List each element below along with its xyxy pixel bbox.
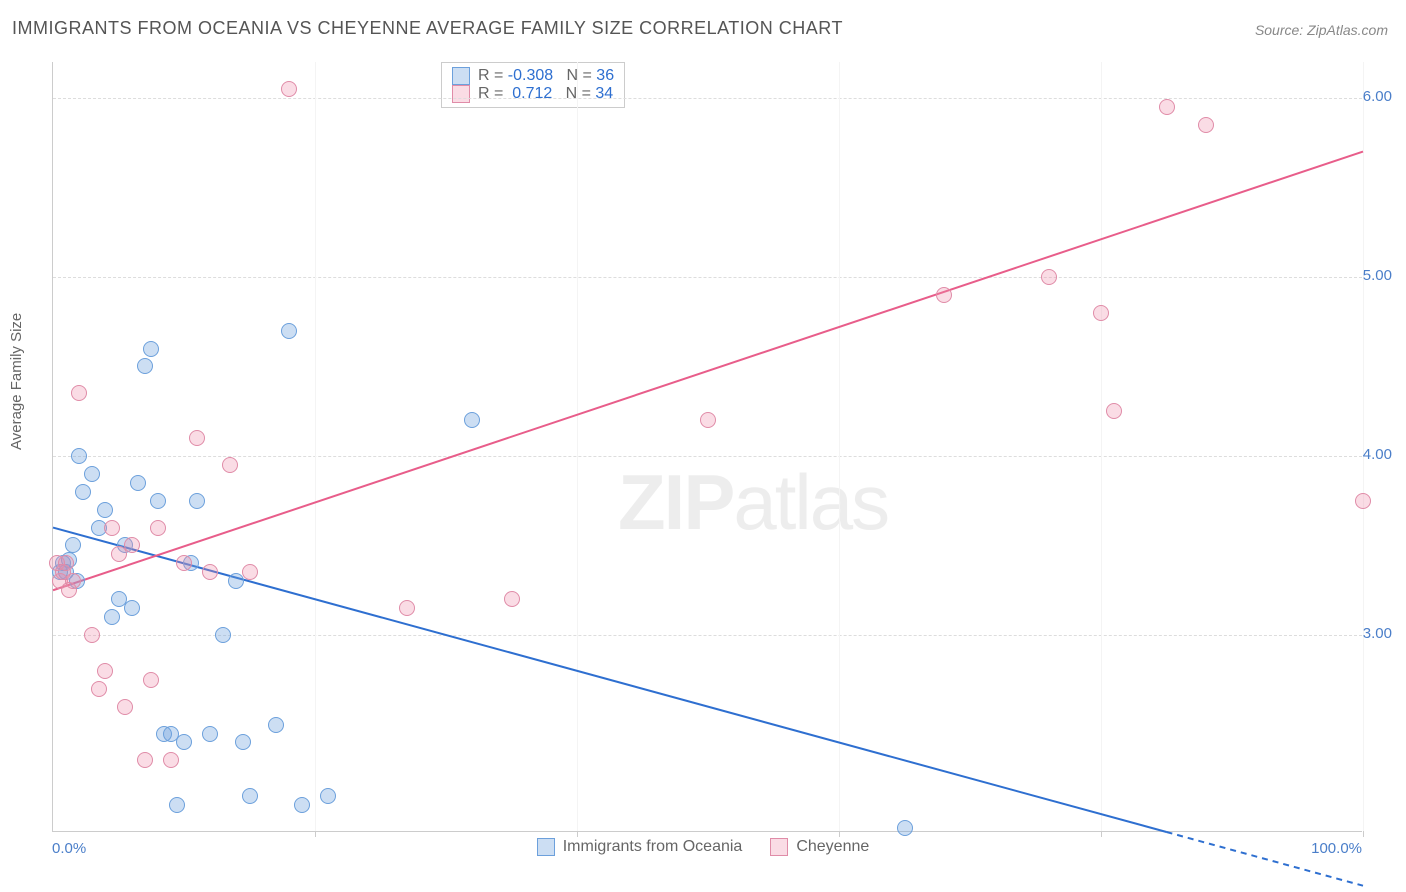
scatter-point [268,717,284,733]
scatter-point [1198,117,1214,133]
scatter-point [176,734,192,750]
scatter-point [235,734,251,750]
scatter-point [163,752,179,768]
scatter-point [399,600,415,616]
y-axis-tick-label: 3.00 [1363,625,1392,642]
scatter-point [1159,99,1175,115]
scatter-point [1106,403,1122,419]
scatter-point [150,493,166,509]
scatter-point [176,555,192,571]
series-legend: Immigrants from Oceania Cheyenne [0,838,1406,861]
scatter-point [202,726,218,742]
scatter-point [75,484,91,500]
x-tick-mark [1363,831,1364,837]
scatter-point [104,609,120,625]
y-axis-tick-label: 4.00 [1363,446,1392,463]
scatter-point [1355,493,1371,509]
scatter-point [897,820,913,836]
scatter-point [124,537,140,553]
scatter-point [65,537,81,553]
scatter-point [189,430,205,446]
trend-line [53,528,1167,832]
scatter-point [242,788,258,804]
trend-lines-layer [53,62,1363,832]
scatter-point [137,358,153,374]
plot-area: ZIPatlas R = -0.308 N = 36R = 0.712 N = … [52,62,1362,832]
source-attribution: Source: ZipAtlas.com [1255,22,1388,38]
scatter-point [117,699,133,715]
scatter-point [1041,269,1057,285]
trend-line [53,152,1363,591]
scatter-point [1093,305,1109,321]
chart-container: IMMIGRANTS FROM OCEANIA VS CHEYENNE AVER… [0,0,1406,892]
scatter-point [202,564,218,580]
y-axis-tick-label: 5.00 [1363,267,1392,284]
scatter-point [222,457,238,473]
scatter-point [150,520,166,536]
scatter-point [936,287,952,303]
scatter-point [189,493,205,509]
scatter-point [281,81,297,97]
y-axis-tick-label: 6.00 [1363,88,1392,105]
scatter-point [104,520,120,536]
scatter-point [58,555,74,571]
y-axis-label: Average Family Size [8,313,25,450]
scatter-point [281,323,297,339]
scatter-point [84,627,100,643]
scatter-point [700,412,716,428]
scatter-point [504,591,520,607]
scatter-point [464,412,480,428]
scatter-point [320,788,336,804]
scatter-point [143,341,159,357]
legend-item: Immigrants from Oceania [537,838,743,856]
scatter-point [137,752,153,768]
scatter-point [242,564,258,580]
scatter-point [65,573,81,589]
scatter-point [84,466,100,482]
scatter-point [294,797,310,813]
scatter-point [130,475,146,491]
legend-item: Cheyenne [770,838,869,856]
scatter-point [71,385,87,401]
legend-label: Immigrants from Oceania [563,838,743,856]
scatter-point [143,672,159,688]
scatter-point [215,627,231,643]
scatter-point [71,448,87,464]
legend-label: Cheyenne [796,838,869,856]
scatter-point [124,600,140,616]
scatter-point [91,681,107,697]
chart-title: IMMIGRANTS FROM OCEANIA VS CHEYENNE AVER… [12,18,843,39]
scatter-point [97,663,113,679]
scatter-point [169,797,185,813]
legend-swatch [537,838,555,856]
legend-swatch [770,838,788,856]
scatter-point [97,502,113,518]
